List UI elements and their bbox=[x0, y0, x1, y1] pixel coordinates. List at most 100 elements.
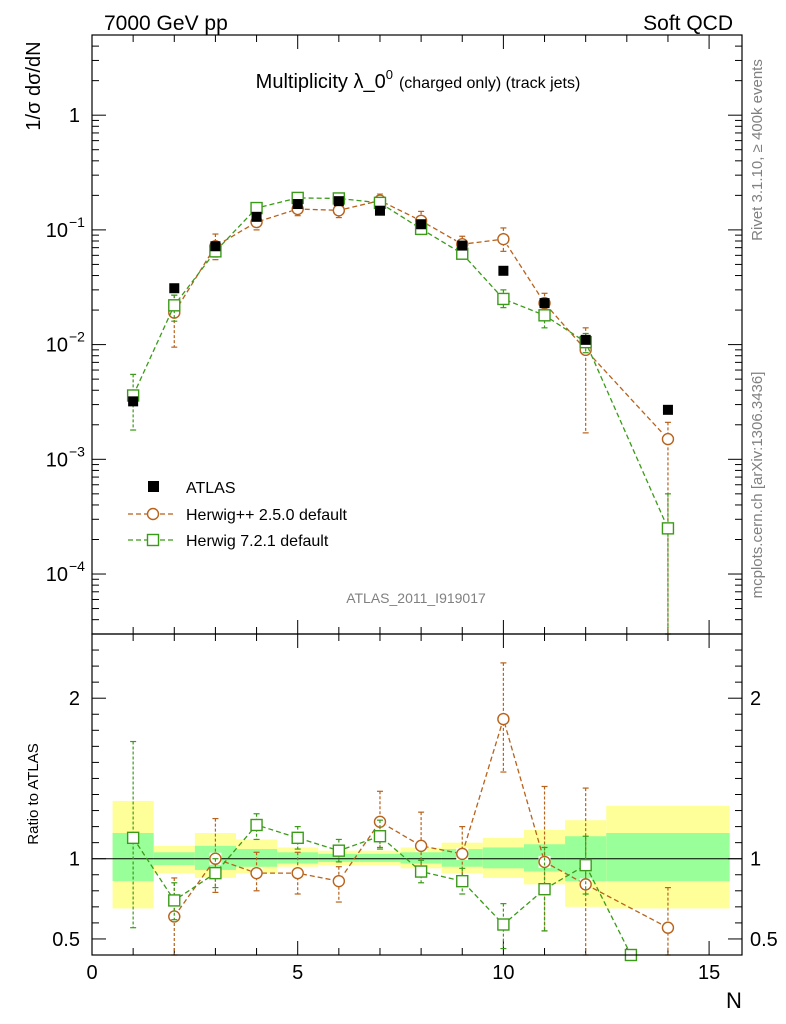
herwigpp-point-9 bbox=[538, 296, 551, 310]
legend-label-atlas: ATLAS bbox=[186, 480, 236, 497]
ratio-herwig7-marker-bg-7 bbox=[415, 865, 428, 878]
ratio-herwig7-point-1 bbox=[168, 894, 181, 907]
legend-label-herwigpp: Herwig++ 2.5.0 default bbox=[186, 507, 348, 524]
ratio-herwig7-marker-bg-3 bbox=[250, 818, 263, 831]
ratio-herwig7-marker-bg-10 bbox=[538, 883, 551, 896]
y-tick-exp-2: −2 bbox=[69, 329, 85, 345]
ratio-herwig7-marker-bg-0 bbox=[127, 831, 140, 844]
legend-label-herwig7: Herwig 7.2.1 default bbox=[186, 533, 329, 550]
ratio-herwig7-marker-bg-2 bbox=[209, 867, 222, 880]
ratio-herwig7-marker-bg-11 bbox=[579, 859, 592, 872]
y-tick-exp-3: −1 bbox=[69, 214, 85, 230]
ratio-herwig7-point-3 bbox=[250, 818, 263, 832]
x-tick-label-3: 15 bbox=[698, 962, 720, 984]
herwigpp-marker-bg-2 bbox=[250, 216, 263, 229]
x-axis-label: N bbox=[726, 988, 742, 1013]
analysis-id: ATLAS_2011_I919017 bbox=[346, 590, 486, 606]
x-tick-label-1: 5 bbox=[292, 962, 303, 984]
atlas-point-12 bbox=[662, 404, 673, 415]
rivet-label: Rivet 3.1.10, ≥ 400k events bbox=[749, 59, 766, 241]
atlas-point-10 bbox=[539, 298, 550, 309]
herwig7-point-9 bbox=[497, 292, 510, 306]
y-tick-label-4: 1 bbox=[69, 105, 80, 127]
atlas-point-0 bbox=[128, 396, 139, 407]
atlas-point-3 bbox=[251, 211, 262, 222]
ratio-tick-label-right-2: 2 bbox=[750, 688, 761, 710]
ratio-tick-label-left-2: 2 bbox=[69, 688, 80, 710]
title-superscript: 0 bbox=[386, 67, 393, 82]
y-tick-exp-1: −3 bbox=[69, 443, 85, 459]
herwigpp-marker-bg-4 bbox=[332, 204, 345, 217]
legend-marker-herwigpp bbox=[146, 507, 160, 521]
ratio-herwigpp-line bbox=[173, 716, 669, 929]
ratio-herwig7-marker-bg-5 bbox=[332, 844, 345, 857]
herwig7-marker-bg-3 bbox=[250, 202, 263, 215]
herwig7-point-1 bbox=[168, 299, 181, 312]
ratio-herwig7-point-0 bbox=[126, 831, 140, 845]
y-tick-label-3: 10 bbox=[46, 220, 68, 242]
y-tick-label-2: 10 bbox=[46, 335, 68, 357]
atlas-point-8 bbox=[457, 240, 468, 251]
ratio-herwigpp-marker-bg-2 bbox=[250, 867, 263, 880]
x-tick-label-2: 10 bbox=[492, 962, 514, 984]
band-inner-6 bbox=[359, 853, 401, 862]
herwig7-marker-bg-12 bbox=[661, 522, 674, 535]
atlas-point-7 bbox=[416, 219, 427, 230]
band-inner-5 bbox=[318, 853, 360, 862]
ratio-herwig7-marker-bg-1 bbox=[168, 894, 181, 907]
ratio-tick-label-right-0: 0.5 bbox=[750, 929, 778, 951]
herwig7-marker-bg-8 bbox=[456, 247, 469, 260]
legend: ATLAS Herwig++ 2.5.0 default Herwig 7.2.… bbox=[128, 480, 348, 550]
ratio-axis-label: Ratio to ATLAS bbox=[25, 743, 42, 844]
y-tick-exp-0: −4 bbox=[69, 558, 85, 574]
band-inner-12 bbox=[606, 833, 730, 882]
ratio-tick-label-left-0: 0.5 bbox=[52, 929, 80, 951]
ratio-herwigpp-point-2 bbox=[250, 866, 263, 880]
y-axis-label: 1/σ dσ/dN bbox=[23, 41, 45, 130]
ratio-herwigpp-point-0 bbox=[168, 910, 181, 923]
atlas-point-6 bbox=[374, 205, 385, 216]
ratio-herwig7-point-2 bbox=[209, 866, 222, 880]
legend-marker-herwig7 bbox=[146, 533, 160, 547]
atlas-point-11 bbox=[580, 334, 591, 345]
herwig7-marker-bg-9 bbox=[497, 292, 510, 305]
ratio-uncertainty-band bbox=[92, 800, 742, 909]
ratio-herwigpp-point-6 bbox=[414, 839, 428, 853]
ratio-herwigpp-marker-bg-7 bbox=[456, 847, 469, 860]
ratio-plot-frame bbox=[91, 633, 743, 956]
herwigpp-marker-bg-8 bbox=[497, 233, 510, 246]
herwig7-point-10 bbox=[538, 309, 551, 322]
x-tick-label-0: 0 bbox=[86, 962, 97, 984]
herwigpp-point-8 bbox=[497, 232, 510, 246]
ratio-herwig7-point-5 bbox=[332, 844, 346, 857]
ratio-herwig7-marker-bg-9 bbox=[497, 918, 510, 931]
data-series bbox=[126, 191, 675, 962]
header-right: Soft QCD bbox=[643, 12, 733, 35]
ratio-herwigpp-point-7 bbox=[456, 847, 469, 861]
ratio-herwig7-point-4 bbox=[291, 831, 304, 845]
ratio-herwigpp-point-11 bbox=[661, 921, 675, 934]
atlas-point-4 bbox=[292, 199, 303, 210]
ratio-herwig7-point-11 bbox=[579, 858, 592, 872]
legend-marker-atlas bbox=[148, 481, 159, 492]
ratio-herwigpp-point-3 bbox=[291, 866, 304, 880]
atlas-point-2 bbox=[210, 241, 221, 252]
atlas-point-5 bbox=[333, 196, 344, 207]
y-tick-label-1: 10 bbox=[46, 449, 68, 471]
chart-title: Multiplicity λ_00 (charged only) (track j… bbox=[256, 67, 581, 93]
ratio-tick-label-left-1: 1 bbox=[69, 849, 80, 871]
ratio-herwig7-point-6 bbox=[373, 830, 387, 843]
herwig7-marker-bg-10 bbox=[538, 309, 551, 322]
y-tick-label-0: 10 bbox=[46, 564, 68, 586]
title-main: Multiplicity λ_0 bbox=[256, 71, 386, 93]
ratio-herwigpp-marker-bg-9 bbox=[538, 855, 551, 868]
header-left: 7000 GeV pp bbox=[104, 12, 228, 35]
ratio-tick-label-right-1: 1 bbox=[750, 849, 761, 871]
ratio-herwig7-point-9 bbox=[497, 918, 510, 931]
herwigpp-point-11 bbox=[661, 432, 675, 446]
herwigpp-marker-bg-11 bbox=[661, 433, 674, 446]
ratio-herwigpp-marker-bg-10 bbox=[579, 878, 592, 891]
ratio-herwigpp-point-8 bbox=[497, 712, 510, 726]
ratio-herwig7-point-8 bbox=[456, 874, 469, 888]
